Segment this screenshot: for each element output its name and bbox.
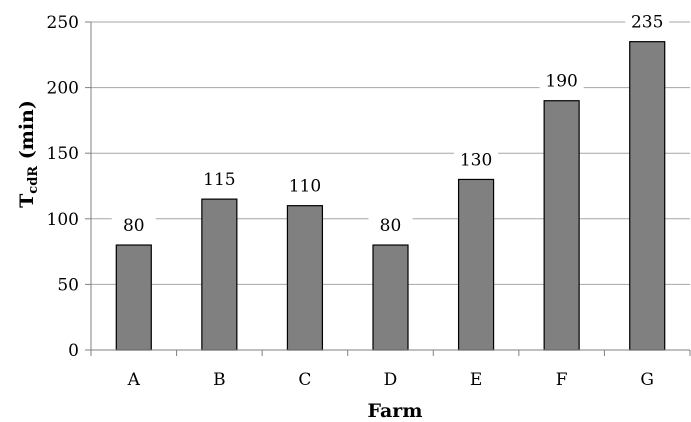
- data-label-bg: [368, 211, 413, 238]
- bar-B: [201, 198, 238, 351]
- y-axis-title-subscript: cdR: [26, 166, 41, 194]
- bar-C: [286, 205, 324, 351]
- x-tick-label-E: E: [470, 370, 482, 390]
- y-axis-title-suffix: (min): [16, 100, 38, 166]
- x-tick-label-F: F: [556, 370, 568, 390]
- data-label-bg: [282, 171, 327, 198]
- data-label-bg: [625, 7, 670, 34]
- bar-E: [457, 178, 495, 351]
- data-label-bg: [197, 165, 242, 192]
- y-tick-label: 100: [47, 210, 79, 230]
- y-axis-ticks: 0 50 100 150 200 250: [47, 13, 92, 361]
- x-tick-label-B: B: [213, 370, 226, 390]
- data-label-B: 115: [203, 170, 235, 190]
- x-axis: A B C D E F G: [90, 349, 691, 390]
- x-tick-label-D: D: [384, 370, 398, 390]
- x-tick-label-A: A: [127, 370, 141, 390]
- data-label-bg: [539, 66, 584, 93]
- bar-G: [629, 41, 666, 351]
- data-labels: 80 115 110 80 130 190 235: [111, 7, 670, 238]
- y-axis-title: TcdR (min): [16, 100, 41, 208]
- y-axis-title-main: T: [16, 194, 38, 208]
- x-tick-label-G: G: [640, 370, 654, 390]
- data-label-bg: [111, 211, 156, 238]
- y-tick-label: 50: [57, 275, 79, 295]
- data-label-E: 130: [460, 150, 492, 170]
- data-label-F: 190: [545, 72, 577, 92]
- y-tick-label: 250: [47, 13, 79, 33]
- y-tick-label: 200: [47, 79, 79, 99]
- bar-D: [372, 244, 409, 351]
- data-label-G: 235: [631, 13, 663, 33]
- bar-F: [543, 100, 580, 351]
- bars: [115, 41, 666, 351]
- data-label-A: 80: [123, 216, 145, 236]
- data-label-D: 80: [380, 216, 402, 236]
- x-tick-label-C: C: [298, 370, 311, 390]
- bar-A: [115, 244, 152, 351]
- data-label-bg: [454, 145, 499, 172]
- data-label-C: 110: [289, 177, 321, 197]
- x-axis-title: Farm: [368, 400, 423, 422]
- y-tick-label: 150: [47, 144, 79, 164]
- gridlines: [91, 21, 690, 285]
- y-tick-label: 0: [68, 341, 79, 361]
